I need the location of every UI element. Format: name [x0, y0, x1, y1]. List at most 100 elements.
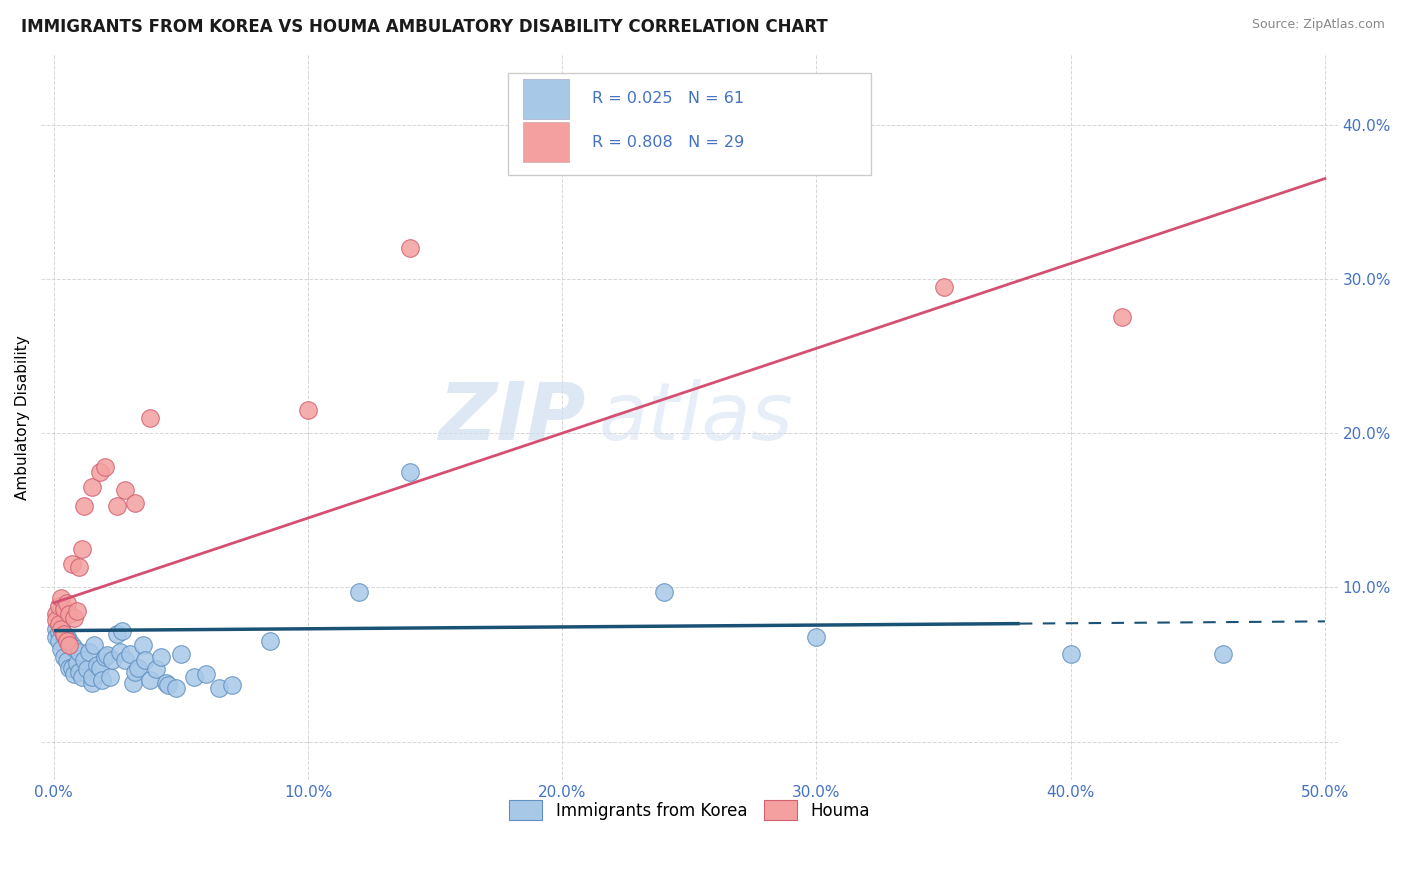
- Point: [60, 661, 83, 675]
- Point: [127, 661, 149, 675]
- Point: [58, 661, 80, 675]
- Point: [45, 630, 67, 644]
- Point: [149, 649, 172, 664]
- Point: [183, 670, 205, 684]
- Point: [132, 638, 155, 652]
- Point: [51, 622, 73, 636]
- Point: [63, 640, 86, 655]
- Point: [83, 638, 105, 652]
- Point: [398, 465, 420, 479]
- Point: [53, 628, 76, 642]
- Legend: Immigrants from Korea, Houma: Immigrants from Korea, Houma: [502, 794, 876, 826]
- Text: R = 0.025   N = 61: R = 0.025 N = 61: [592, 91, 744, 106]
- Point: [53, 602, 76, 616]
- Point: [67, 645, 90, 659]
- Point: [111, 624, 134, 638]
- Point: [48, 599, 70, 613]
- Point: [1060, 647, 1083, 661]
- Point: [55, 634, 77, 648]
- Point: [170, 647, 193, 661]
- Point: [58, 638, 80, 652]
- Point: [58, 607, 80, 621]
- Point: [48, 625, 70, 640]
- Point: [932, 279, 955, 293]
- Point: [155, 676, 177, 690]
- Point: [96, 648, 118, 663]
- Text: IMMIGRANTS FROM KOREA VS HOUMA AMBULATORY DISABILITY CORRELATION CHART: IMMIGRANTS FROM KOREA VS HOUMA AMBULATOR…: [21, 18, 828, 36]
- Point: [89, 465, 111, 479]
- Point: [51, 642, 73, 657]
- Point: [806, 630, 828, 644]
- Point: [121, 676, 143, 690]
- Point: [139, 410, 162, 425]
- Point: [93, 649, 115, 664]
- Point: [48, 617, 70, 632]
- FancyBboxPatch shape: [523, 78, 569, 119]
- Point: [63, 611, 86, 625]
- Point: [67, 665, 90, 680]
- Y-axis label: Ambulatory Disability: Ambulatory Disability: [15, 335, 30, 500]
- Point: [134, 653, 156, 667]
- Point: [347, 585, 370, 599]
- Point: [1111, 310, 1133, 325]
- Point: [67, 560, 90, 574]
- Point: [55, 630, 77, 644]
- Point: [51, 617, 73, 632]
- Point: [91, 673, 114, 687]
- Point: [51, 591, 73, 606]
- Point: [80, 670, 103, 684]
- Point: [208, 681, 231, 695]
- FancyBboxPatch shape: [508, 73, 870, 175]
- Point: [120, 647, 142, 661]
- Point: [652, 585, 675, 599]
- Point: [53, 649, 76, 664]
- Point: [45, 607, 67, 621]
- Point: [53, 626, 76, 640]
- Point: [139, 673, 162, 687]
- Point: [80, 676, 103, 690]
- Point: [114, 653, 136, 667]
- Point: [398, 241, 420, 255]
- Point: [79, 645, 101, 659]
- Point: [55, 596, 77, 610]
- Point: [48, 634, 70, 648]
- Point: [76, 662, 98, 676]
- Point: [221, 678, 243, 692]
- Point: [114, 483, 136, 498]
- Point: [124, 665, 146, 680]
- Point: [70, 541, 93, 556]
- Point: [98, 670, 121, 684]
- Point: [195, 666, 218, 681]
- Point: [60, 638, 83, 652]
- Point: [58, 634, 80, 648]
- FancyBboxPatch shape: [523, 122, 569, 162]
- Point: [80, 480, 103, 494]
- Point: [105, 626, 128, 640]
- Text: R = 0.808   N = 29: R = 0.808 N = 29: [592, 135, 744, 150]
- Point: [165, 681, 187, 695]
- Text: Source: ZipAtlas.com: Source: ZipAtlas.com: [1251, 18, 1385, 31]
- Point: [45, 613, 67, 627]
- Point: [66, 656, 89, 670]
- Point: [157, 678, 180, 692]
- Point: [101, 653, 124, 667]
- Point: [105, 499, 128, 513]
- Point: [55, 655, 77, 669]
- Point: [89, 661, 111, 675]
- Point: [45, 622, 67, 636]
- Point: [66, 604, 89, 618]
- Point: [259, 634, 281, 648]
- Point: [73, 499, 96, 513]
- Point: [63, 666, 86, 681]
- Point: [1212, 647, 1234, 661]
- Text: atlas: atlas: [599, 379, 793, 457]
- Point: [86, 657, 108, 672]
- Point: [73, 653, 96, 667]
- Point: [124, 495, 146, 509]
- Point: [297, 403, 319, 417]
- Point: [108, 645, 131, 659]
- Point: [145, 662, 167, 676]
- Point: [93, 460, 115, 475]
- Point: [70, 670, 93, 684]
- Point: [60, 558, 83, 572]
